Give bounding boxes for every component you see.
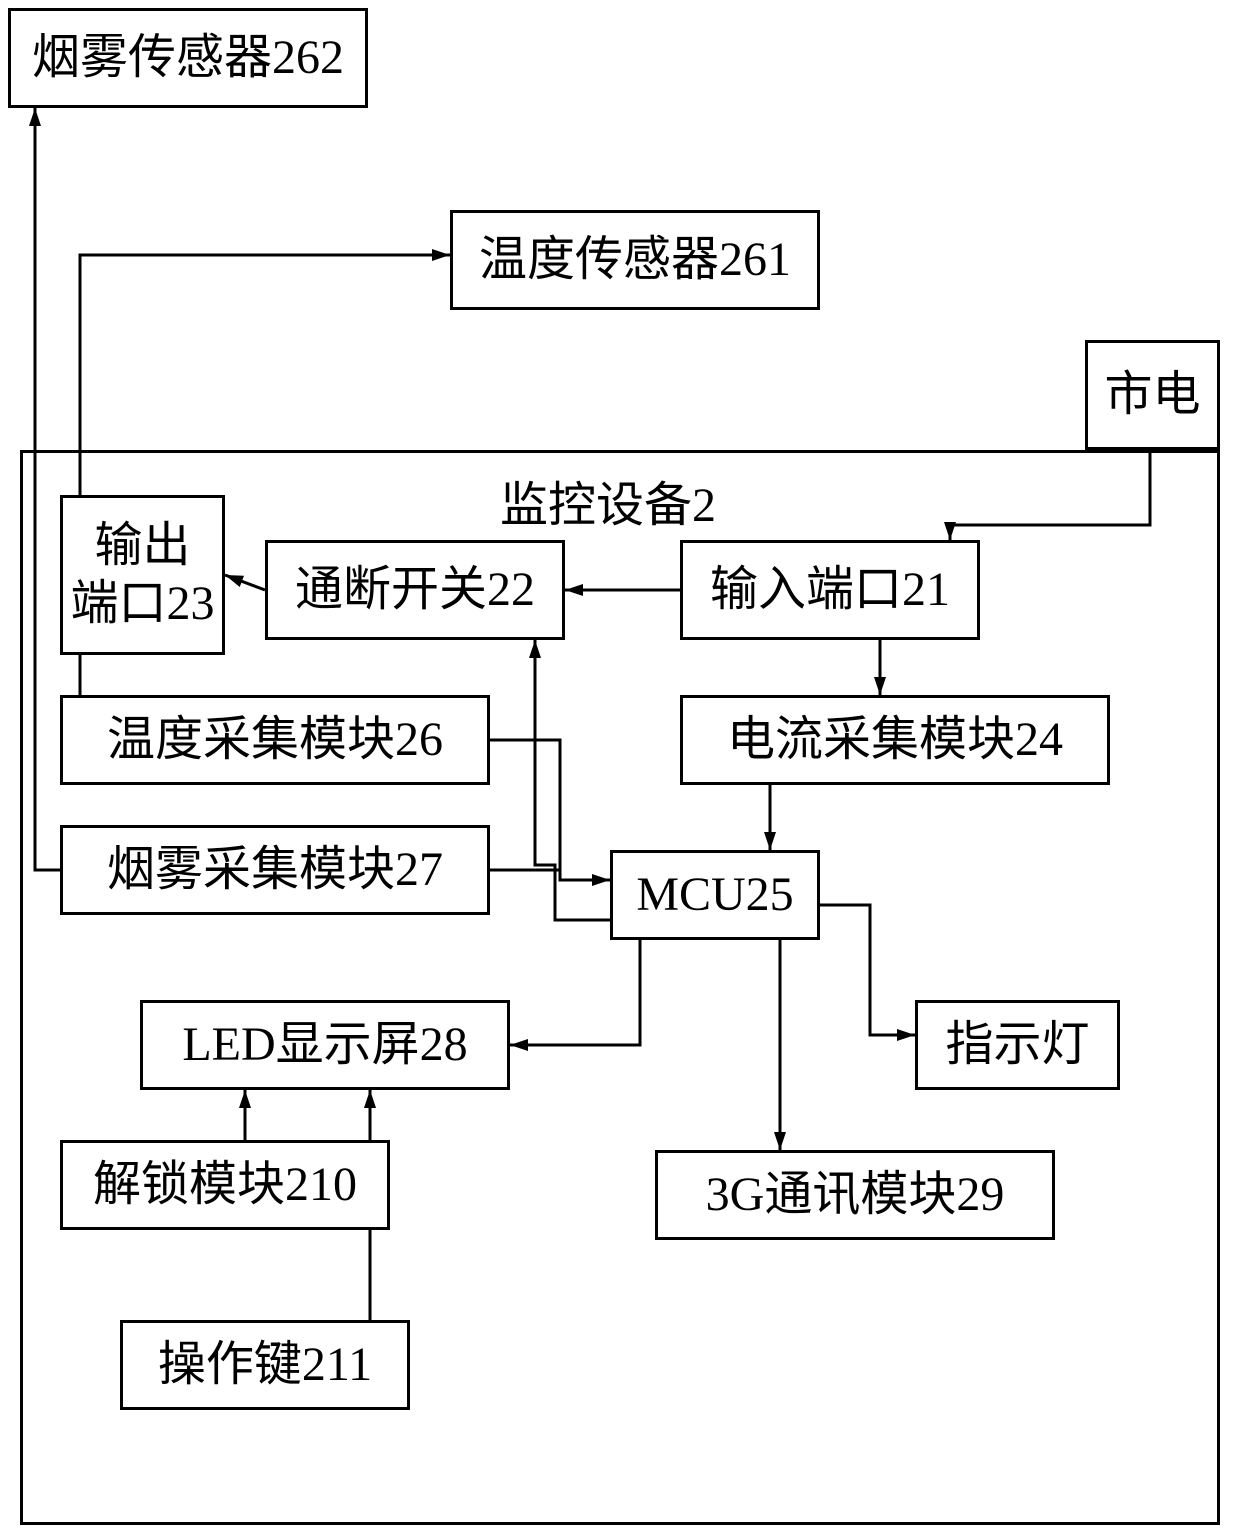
input-port-label: 输入端口21: [710, 561, 950, 619]
unlock-box: 解锁模块210: [60, 1140, 390, 1230]
unlock-label: 解锁模块210: [93, 1156, 357, 1214]
container-title: 监控设备2: [500, 465, 716, 535]
smoke-sensor-box: 烟雾传感器262: [8, 8, 368, 108]
switch-box: 通断开关22: [265, 540, 565, 640]
input-port-box: 输入端口21: [680, 540, 980, 640]
smoke-sensor-label: 烟雾传感器262: [32, 29, 344, 87]
comm3g-box: 3G通讯模块29: [655, 1150, 1055, 1240]
opkey-box: 操作键211: [120, 1320, 410, 1410]
smoke-module-to-sensor-arrow: [29, 108, 41, 126]
opkey-label: 操作键211: [158, 1336, 372, 1394]
mains-label: 市电: [1104, 366, 1200, 424]
temp-sensor-label: 温度传感器261: [479, 231, 791, 289]
mcu-box: MCU25: [610, 850, 820, 940]
temp-sensor-box: 温度传感器261: [450, 210, 820, 310]
current-module-label: 电流采集模块24: [727, 711, 1063, 769]
led-label: LED显示屏28: [182, 1016, 467, 1074]
mcu-label: MCU25: [636, 866, 793, 924]
output-port-label: 输出 端口23: [70, 517, 214, 632]
temp-module-to-sensor-arrow: [432, 249, 450, 261]
switch-label: 通断开关22: [295, 561, 535, 619]
diagram-canvas: 监控设备2 烟雾传感器262 温度传感器261 市电 输出 端口23 通断开关2…: [0, 0, 1240, 1535]
led-box: LED显示屏28: [140, 1000, 510, 1090]
comm3g-label: 3G通讯模块29: [706, 1166, 1005, 1224]
output-port-box: 输出 端口23: [60, 495, 225, 655]
smoke-module-box: 烟雾采集模块27: [60, 825, 490, 915]
indicator-box: 指示灯: [915, 1000, 1120, 1090]
temp-module-label: 温度采集模块26: [107, 711, 443, 769]
smoke-module-label: 烟雾采集模块27: [107, 841, 443, 899]
mains-box: 市电: [1085, 340, 1220, 450]
current-module-box: 电流采集模块24: [680, 695, 1110, 785]
indicator-label: 指示灯: [945, 1016, 1089, 1074]
temp-module-box: 温度采集模块26: [60, 695, 490, 785]
